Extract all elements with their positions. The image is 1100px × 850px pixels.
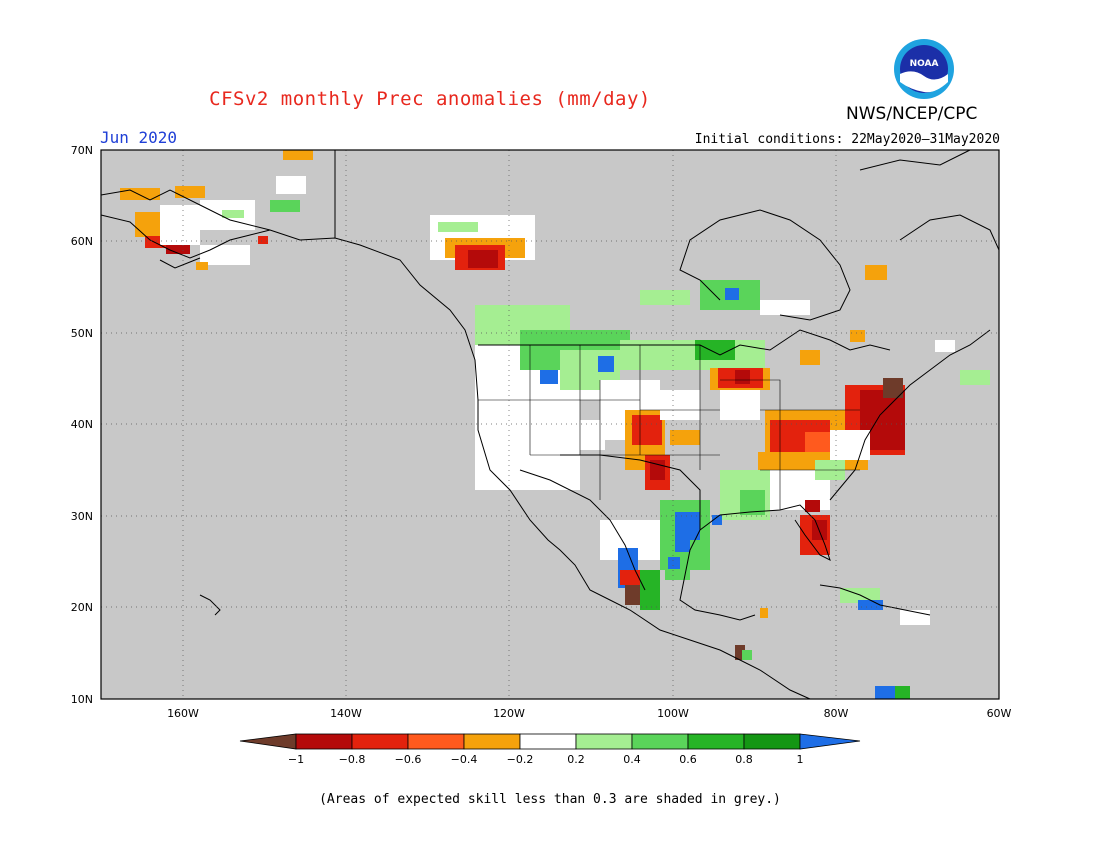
- state-borders: [478, 345, 860, 510]
- lon-label: 80W: [824, 707, 849, 720]
- legend-swatch: [295, 733, 353, 750]
- legend-swatch: [519, 733, 577, 750]
- legend-tick-label: −0.4: [451, 753, 478, 766]
- legend-tick-label: −0.8: [339, 753, 366, 766]
- noaa-logo: NOAA: [894, 39, 954, 99]
- agency-label: NWS/NCEP/CPC: [846, 104, 978, 124]
- noaa-logo-text: NOAA: [910, 59, 939, 69]
- legend-swatch-lt-minus1: [239, 733, 297, 750]
- lat-label: 30N: [71, 510, 93, 523]
- lat-label: 50N: [71, 327, 93, 340]
- lon-label: 140W: [330, 707, 362, 720]
- legend-tick-label: −0.2: [507, 753, 534, 766]
- legend-swatch: [687, 733, 745, 750]
- map-title: CFSv2 monthly Prec anomalies (mm/day): [209, 88, 651, 110]
- legend-swatch: [575, 733, 633, 750]
- coastlines: [100, 149, 1000, 700]
- lon-axis: 160W 140W 120W 100W 80W 60W: [167, 707, 1011, 720]
- lat-label: 10N: [71, 693, 93, 706]
- legend-swatch: [407, 733, 465, 750]
- legend-tick-label: −0.6: [395, 753, 422, 766]
- legend-tick-label: 0.6: [679, 753, 697, 766]
- lat-axis: 70N 60N 50N 40N 30N 20N 10N: [71, 144, 93, 706]
- lat-label: 70N: [71, 144, 93, 157]
- legend-swatch: [743, 733, 801, 750]
- lon-label: 160W: [167, 707, 199, 720]
- lat-label: 60N: [71, 235, 93, 248]
- forecast-month: Jun 2020: [100, 128, 178, 147]
- lat-label: 40N: [71, 418, 93, 431]
- initial-conditions: Initial conditions: 22May2020–31May2020: [694, 132, 1000, 147]
- lon-label: 100W: [657, 707, 689, 720]
- legend-swatch: [463, 733, 521, 750]
- legend-tick-label: 0.2: [567, 753, 585, 766]
- legend-swatch-gt-1: [799, 733, 861, 750]
- legend-swatch: [351, 733, 409, 750]
- legend-tick-label: 1: [797, 753, 804, 766]
- map-frame: [100, 149, 1000, 700]
- legend-tick-label: 0.4: [623, 753, 641, 766]
- legend-tick-label: 0.8: [735, 753, 753, 766]
- skill-footnote: (Areas of expected skill less than 0.3 a…: [319, 792, 781, 807]
- legend-swatch: [631, 733, 689, 750]
- lat-label: 20N: [71, 601, 93, 614]
- lon-label: 60W: [987, 707, 1012, 720]
- lon-label: 120W: [493, 707, 525, 720]
- legend-tick-label: −1: [288, 753, 304, 766]
